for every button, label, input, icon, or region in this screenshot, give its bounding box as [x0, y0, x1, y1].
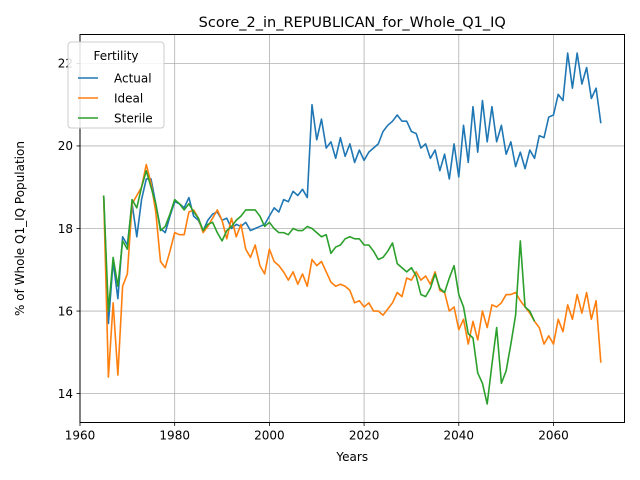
x-tick-label: 1960: [65, 429, 96, 443]
y-tick-label: 14: [58, 387, 73, 401]
y-axis-label: % of Whole Q1_IQ Population: [13, 141, 27, 316]
x-tick-label: 2000: [254, 429, 285, 443]
legend-label-sterile: Sterile: [114, 111, 153, 125]
y-tick-label: 16: [58, 304, 73, 318]
series-line-actual: [102, 52, 602, 325]
legend: Fertility Actual Ideal Sterile: [67, 41, 165, 129]
x-axis-label: Years: [335, 450, 368, 464]
series-line-sterile: [102, 169, 536, 405]
y-tick-label: 20: [58, 139, 73, 153]
series-lines: [102, 52, 602, 405]
grid: [79, 34, 625, 423]
x-tick-label: 1980: [159, 429, 190, 443]
y-tick-label: 18: [58, 222, 73, 236]
legend-title: Fertility: [93, 49, 138, 63]
x-tick-label: 2040: [444, 429, 475, 443]
legend-label-actual: Actual: [114, 71, 152, 85]
legend-box: [67, 41, 165, 129]
x-tick-label: 2060: [538, 429, 569, 443]
x-tick-label: 2020: [349, 429, 380, 443]
series-line-ideal: [102, 163, 602, 378]
chart-title: Score_2_in_REPUBLICAN_for_Whole_Q1_IQ: [199, 15, 506, 31]
legend-label-ideal: Ideal: [114, 91, 143, 105]
